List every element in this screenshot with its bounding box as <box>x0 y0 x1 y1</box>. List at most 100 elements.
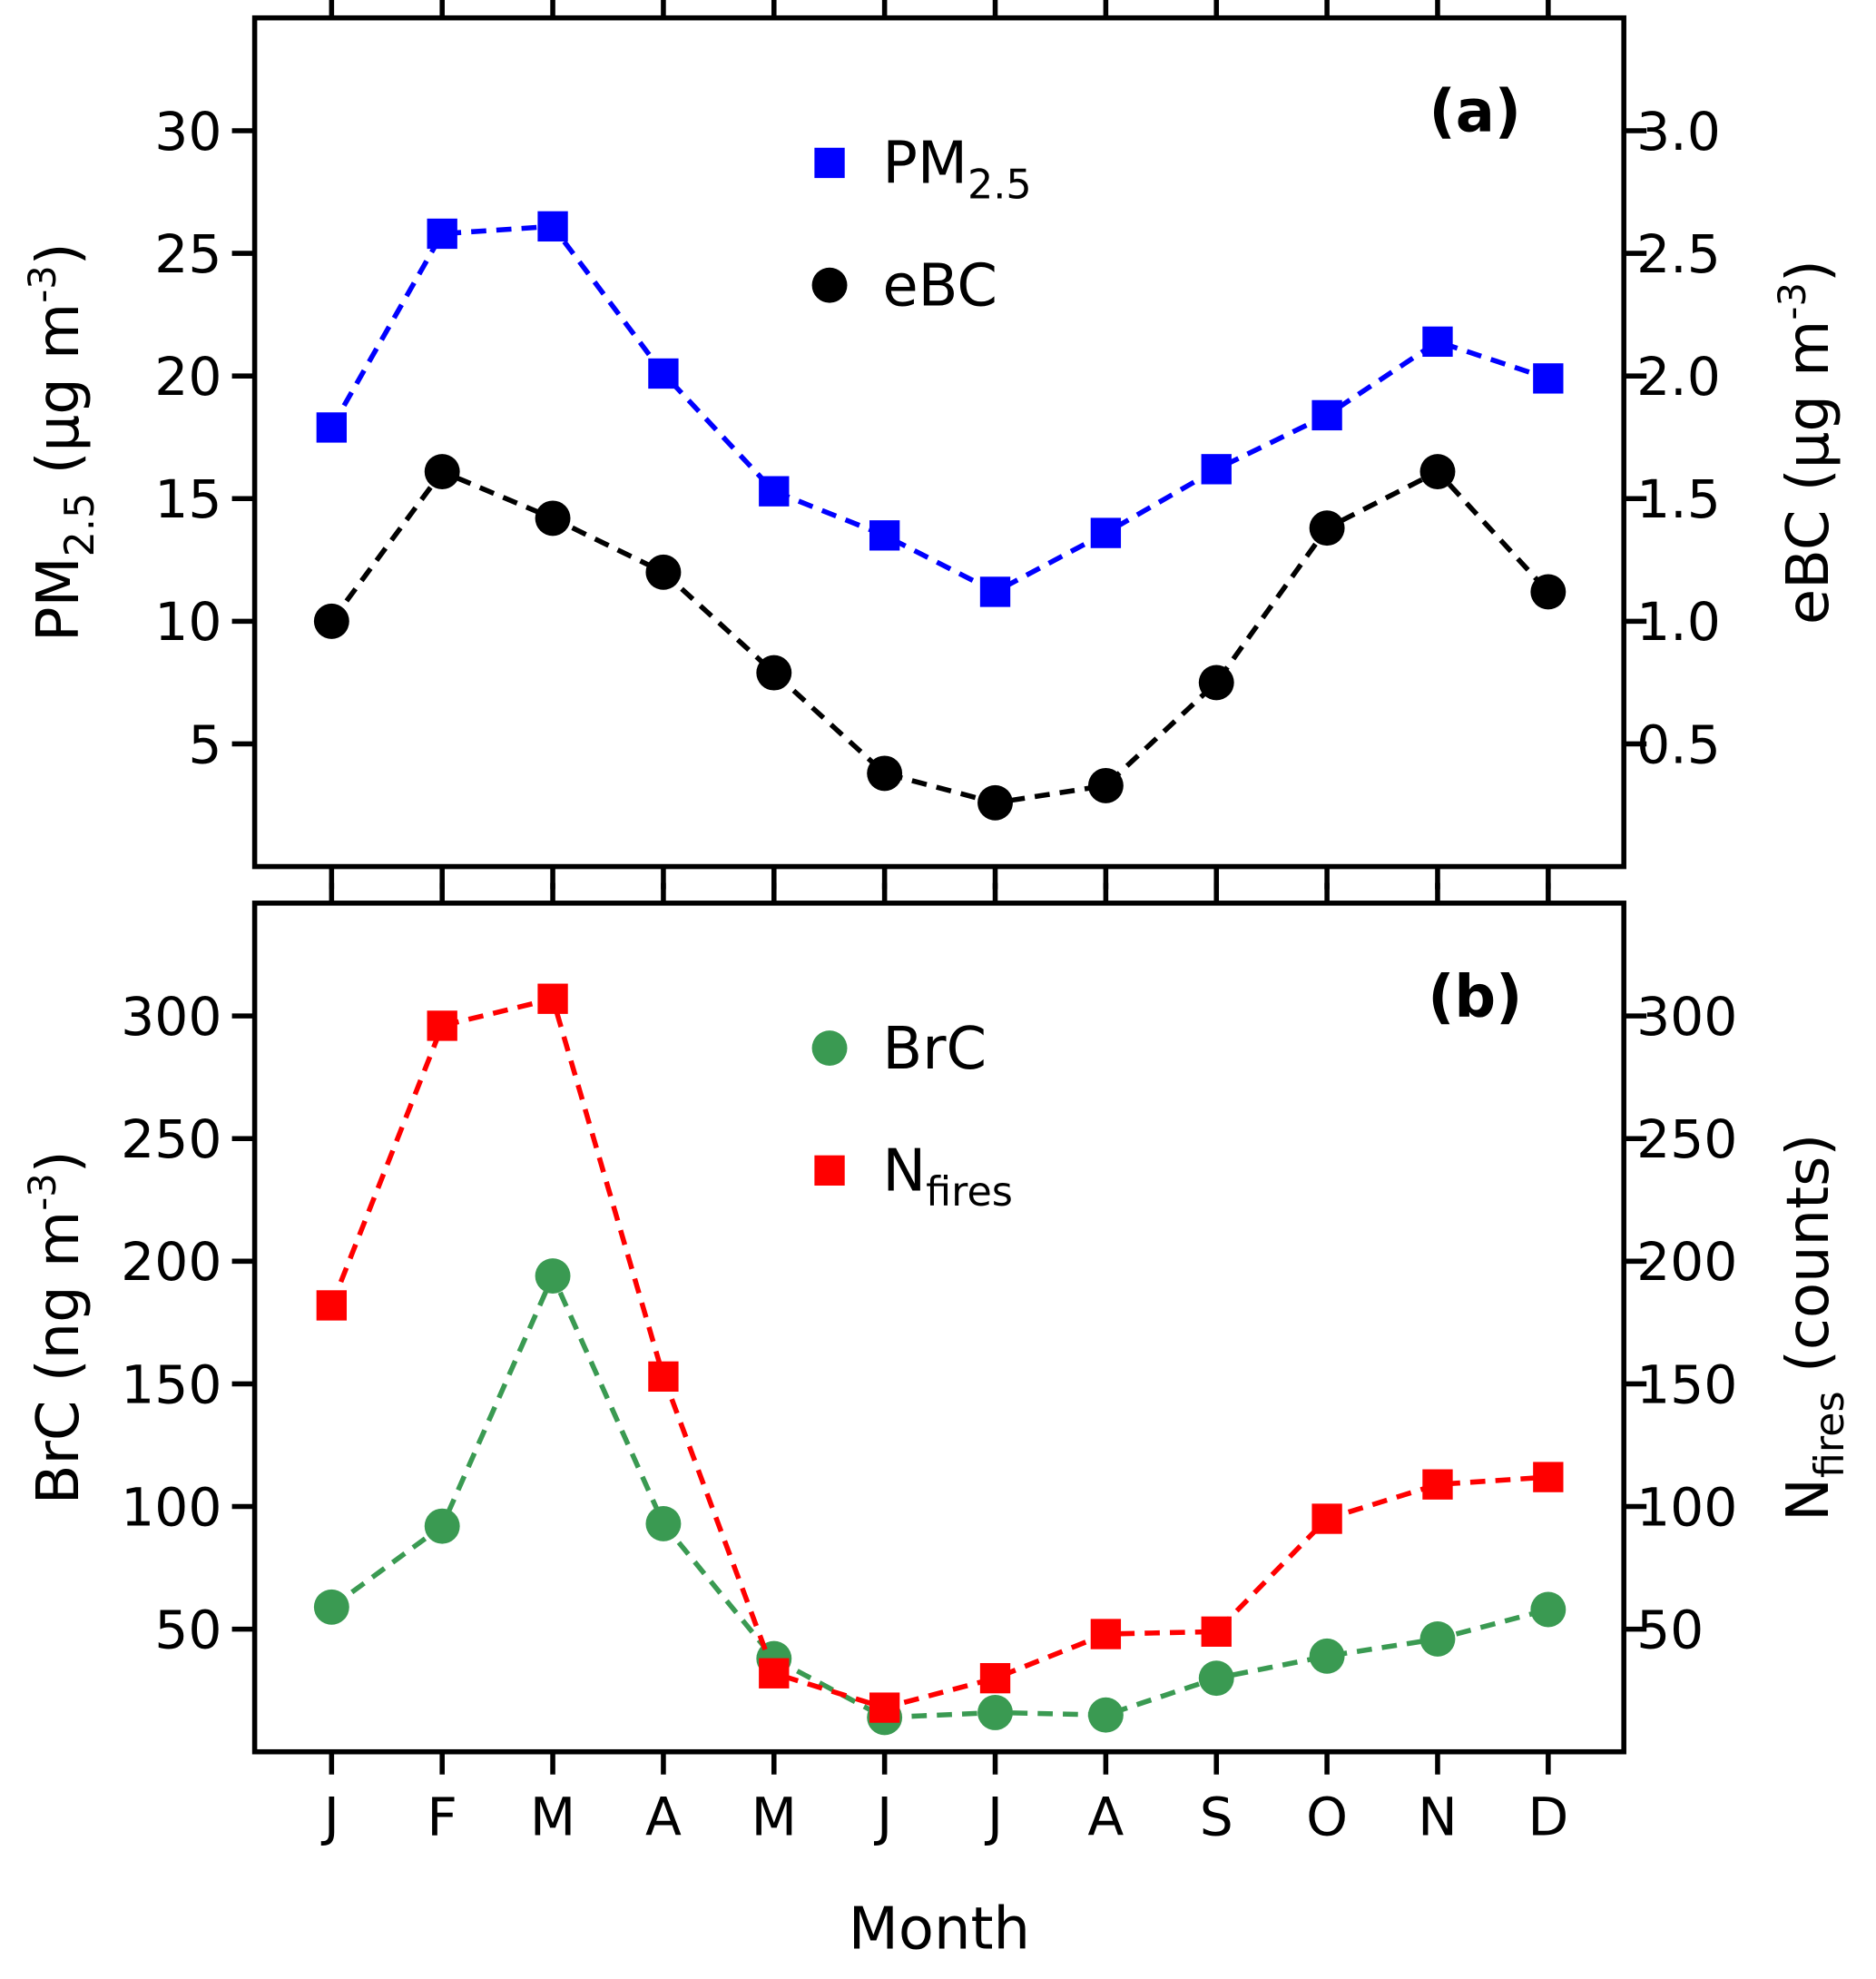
data-point-square <box>759 1658 790 1689</box>
y-tick-label-right: 200 <box>1636 1231 1737 1293</box>
data-point-square <box>316 412 348 443</box>
data-point-circle <box>424 454 460 489</box>
y-tick-label-right: 2.0 <box>1636 346 1721 408</box>
data-point-square <box>869 1692 900 1723</box>
y-tick-label-left: 30 <box>154 101 221 162</box>
y-axis-label-right: Nfires (counts) <box>1775 1134 1853 1521</box>
data-point-square <box>1533 1462 1564 1492</box>
legend-marker <box>811 1030 848 1067</box>
panel-a: 5 10 15 20 25 30 0.5 1.0 1.5 2.0 2.5 3.0 (a) PM2.5 (µ… <box>20 0 1842 890</box>
x-tick-label: F <box>427 1786 457 1847</box>
x-tick-label: M <box>530 1786 575 1847</box>
x-tick-label: N <box>1418 1786 1458 1847</box>
y-tick-label-right: 50 <box>1636 1599 1704 1660</box>
data-point-square <box>1201 1616 1232 1647</box>
data-point-square <box>1201 454 1232 485</box>
data-point-circle <box>1530 574 1567 610</box>
y-tick-label-left: 250 <box>121 1108 221 1170</box>
legend-label: eBC <box>882 252 997 320</box>
y-tick-label-left: 50 <box>154 1599 221 1660</box>
data-point-square <box>979 576 1011 607</box>
data-point-circle <box>1198 1660 1234 1697</box>
data-point-square <box>1422 1469 1453 1500</box>
x-tick-label: A <box>645 1786 682 1847</box>
data-point-circle <box>1087 1697 1124 1733</box>
data-point-circle <box>313 603 349 639</box>
y-tick-label-left: 100 <box>121 1476 221 1538</box>
data-point-circle <box>1530 1591 1567 1628</box>
data-point-circle <box>313 1589 349 1625</box>
data-point-circle <box>424 1508 460 1544</box>
y-tick-label-right: 1.0 <box>1636 591 1721 653</box>
y-tick-label-left: 25 <box>154 223 221 285</box>
data-point-circle <box>756 655 792 691</box>
data-point-square <box>537 211 568 242</box>
data-point-circle <box>645 554 682 590</box>
panel-label: (a) <box>1429 79 1522 146</box>
data-point-square <box>427 218 457 250</box>
data-point-circle <box>977 1695 1013 1730</box>
y-tick-label-right: 0.5 <box>1636 714 1721 775</box>
data-point-circle <box>1309 510 1345 546</box>
series-line <box>329 223 1549 596</box>
y-tick-label-left: 300 <box>121 986 221 1048</box>
x-tick-label: J <box>984 1786 1003 1847</box>
x-tick-label: M <box>751 1786 797 1847</box>
data-point-square <box>1090 1619 1122 1649</box>
x-tick-label: J <box>873 1786 892 1847</box>
panel-b: 50 100 150 200 250 300 50 100 150 200 250 300 J F M A M J… <box>20 882 1853 1847</box>
y-tick-label-left: 200 <box>121 1231 221 1293</box>
data-point-circle <box>535 1258 571 1294</box>
plot-frame <box>251 901 1626 1755</box>
data-point-circle <box>1198 665 1234 701</box>
data-point-square <box>1311 399 1342 431</box>
legend-marker <box>814 147 845 179</box>
data-point-square <box>648 358 679 389</box>
y-tick-label-right: 2.5 <box>1636 223 1721 285</box>
panel-label: (b) <box>1428 964 1522 1031</box>
x-tick-label: A <box>1087 1786 1124 1847</box>
data-point-square <box>869 520 900 551</box>
x-axis-label: Month <box>849 1895 1030 1963</box>
legend-label: Nfires <box>882 1138 1013 1216</box>
y-axis-label-right: eBC (µg m-3) <box>1770 260 1842 625</box>
x-tick-label: J <box>320 1786 339 1847</box>
data-point-circle <box>867 755 903 792</box>
y-tick-label-right: 150 <box>1636 1354 1737 1415</box>
data-point-square <box>979 1662 1011 1694</box>
data-point-square <box>1422 326 1453 358</box>
y-axis-label-left: PM2.5 (µg m-3) <box>20 242 103 642</box>
y-tick-label-right: 300 <box>1636 986 1737 1048</box>
y-tick-label-right: 1.5 <box>1636 468 1721 530</box>
x-tick-label: S <box>1200 1786 1233 1847</box>
y-tick-label-left: 10 <box>154 591 221 653</box>
legend-marker <box>811 267 848 303</box>
series-line <box>329 468 1550 806</box>
y-tick-label-right: 3.0 <box>1636 101 1721 162</box>
y-tick-label-left: 15 <box>154 468 221 530</box>
data-point-square <box>316 1290 348 1321</box>
data-point-circle <box>1087 767 1124 803</box>
data-point-square <box>759 476 790 507</box>
data-point-circle <box>645 1505 682 1541</box>
y-tick-label-left: 5 <box>188 714 221 775</box>
y-tick-label-left: 150 <box>121 1354 221 1415</box>
data-point-circle <box>1419 454 1456 489</box>
y-tick-label-right: 250 <box>1636 1108 1737 1170</box>
plot-frame <box>251 15 1626 870</box>
legend-label: BrC <box>882 1016 987 1083</box>
data-point-square <box>1090 517 1122 548</box>
legend-marker <box>814 1155 845 1186</box>
legend-label: PM2.5 <box>882 131 1031 209</box>
data-point-square <box>1533 363 1564 394</box>
data-point-circle <box>1419 1620 1456 1657</box>
data-point-circle <box>535 500 571 537</box>
data-point-square <box>1311 1503 1342 1534</box>
data-point-square <box>648 1361 679 1392</box>
data-point-square <box>537 983 568 1014</box>
x-tick-label: O <box>1306 1786 1348 1847</box>
data-point-circle <box>977 784 1013 821</box>
x-tick-label: D <box>1527 1786 1568 1847</box>
y-tick-label-left: 20 <box>154 346 221 408</box>
